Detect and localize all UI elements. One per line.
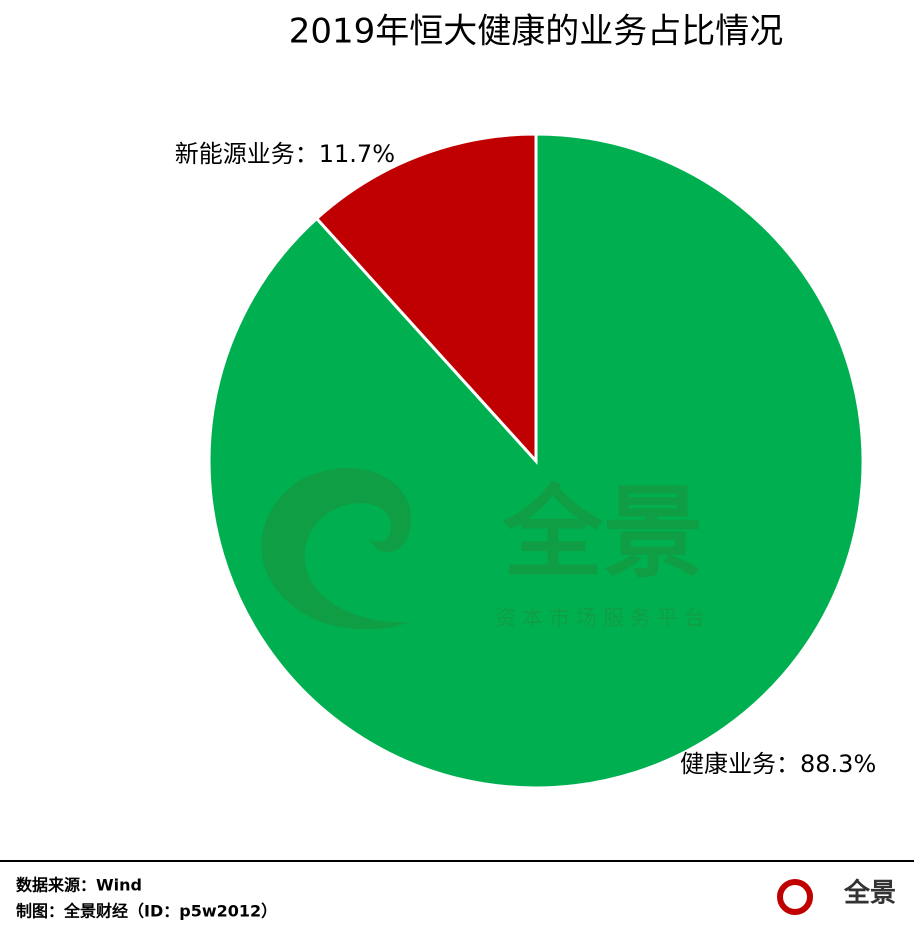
footer-source: 数据来源：Wind bbox=[16, 876, 142, 895]
pie-slice bbox=[207, 132, 865, 790]
pie bbox=[207, 132, 865, 790]
data-label-value: 88.3% bbox=[800, 750, 876, 778]
data-label: 健康业务：88.3% bbox=[680, 750, 876, 778]
footer-credit: 制图：全景财经（ID：p5w2012） bbox=[16, 902, 277, 921]
watermark: 全景 资本市场服务平台 bbox=[261, 468, 711, 630]
watermark-name: 全景 bbox=[502, 474, 703, 591]
data-label-category: 健康业务 bbox=[680, 750, 776, 778]
pie-slice bbox=[314, 132, 538, 465]
data-label-value: 11.7% bbox=[319, 140, 395, 168]
footer-logo: 全景 bbox=[843, 878, 896, 909]
chart-title: 2019年恒大健康的业务占比情况 bbox=[289, 12, 784, 52]
data-label-separator: ： bbox=[295, 140, 319, 168]
watermark-logo bbox=[261, 468, 412, 630]
data-label: 新能源业务：11.7% bbox=[175, 140, 395, 168]
data-label-separator: ： bbox=[776, 750, 800, 778]
data-label-category: 新能源业务 bbox=[175, 140, 295, 168]
footer-logo-mark bbox=[777, 879, 813, 915]
watermark-slogan: 资本市场服务平台 bbox=[495, 606, 711, 630]
